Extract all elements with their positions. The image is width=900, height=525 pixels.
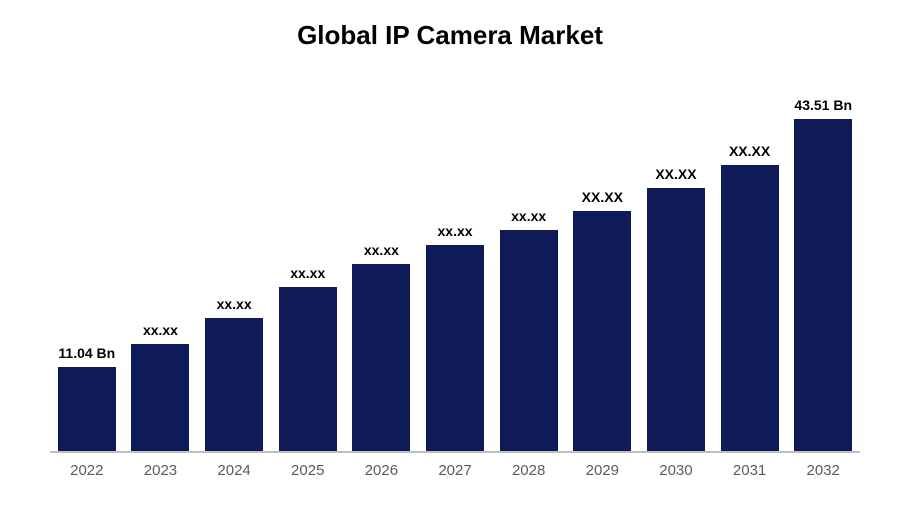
x-axis-label: 2022 — [50, 462, 124, 479]
bar-value-label: xx.xx — [217, 296, 252, 312]
bar-slot: 43.51 Bn — [786, 70, 860, 451]
bar-slot: xx.xx — [492, 70, 566, 451]
bar-value-label: XX.XX — [655, 166, 696, 182]
bar-value-label: 11.04 Bn — [58, 345, 115, 361]
bar-value-label: xx.xx — [290, 265, 325, 281]
x-axis-label: 2030 — [639, 462, 713, 479]
bar — [647, 188, 705, 451]
chart-title: Global IP Camera Market — [297, 20, 603, 51]
bar-slot: XX.XX — [713, 70, 787, 451]
bar-value-label: XX.XX — [582, 189, 623, 205]
bar-slot: XX.XX — [639, 70, 713, 451]
x-axis-label: 2029 — [565, 462, 639, 479]
bar-slot: xx.xx — [418, 70, 492, 451]
bar-slot: xx.xx — [271, 70, 345, 451]
bar — [500, 230, 558, 451]
bar-value-label: XX.XX — [729, 143, 770, 159]
x-axis-label: 2024 — [197, 462, 271, 479]
x-axis-label: 2025 — [271, 462, 345, 479]
bar-value-label: xx.xx — [143, 322, 178, 338]
bar-slot: 11.04 Bn — [50, 70, 124, 451]
bar-value-label: xx.xx — [364, 242, 399, 258]
bar — [794, 119, 852, 451]
bar — [352, 264, 410, 451]
bar-value-label: xx.xx — [511, 208, 546, 224]
bar — [279, 287, 337, 451]
x-axis: 2022202320242025202620272028202920302031… — [50, 462, 860, 479]
x-axis-label: 2023 — [124, 462, 198, 479]
x-axis-label: 2032 — [786, 462, 860, 479]
x-axis-label: 2028 — [492, 462, 566, 479]
x-axis-label: 2026 — [345, 462, 419, 479]
bar — [426, 245, 484, 451]
plot-area: 11.04 Bn xx.xx xx.xx xx.xx xx.xx xx.xx xx.xx XX… — [50, 70, 860, 475]
bar-slot: xx.xx — [124, 70, 198, 451]
bar-slot: XX.XX — [565, 70, 639, 451]
bar — [131, 344, 189, 451]
ip-camera-market-chart: Global IP Camera Market 11.04 Bn xx.xx xx.… — [0, 0, 900, 525]
x-axis-label: 2027 — [418, 462, 492, 479]
bar-slot: xx.xx — [345, 70, 419, 451]
bar-slot: xx.xx — [197, 70, 271, 451]
bar — [573, 211, 631, 451]
bar — [721, 165, 779, 451]
bar-value-label: 43.51 Bn — [794, 97, 852, 113]
bar — [205, 318, 263, 451]
bar — [58, 367, 116, 451]
bars-wrap: 11.04 Bn xx.xx xx.xx xx.xx xx.xx xx.xx xx.xx XX… — [50, 70, 860, 453]
bar-value-label: xx.xx — [438, 223, 473, 239]
x-axis-label: 2031 — [713, 462, 787, 479]
